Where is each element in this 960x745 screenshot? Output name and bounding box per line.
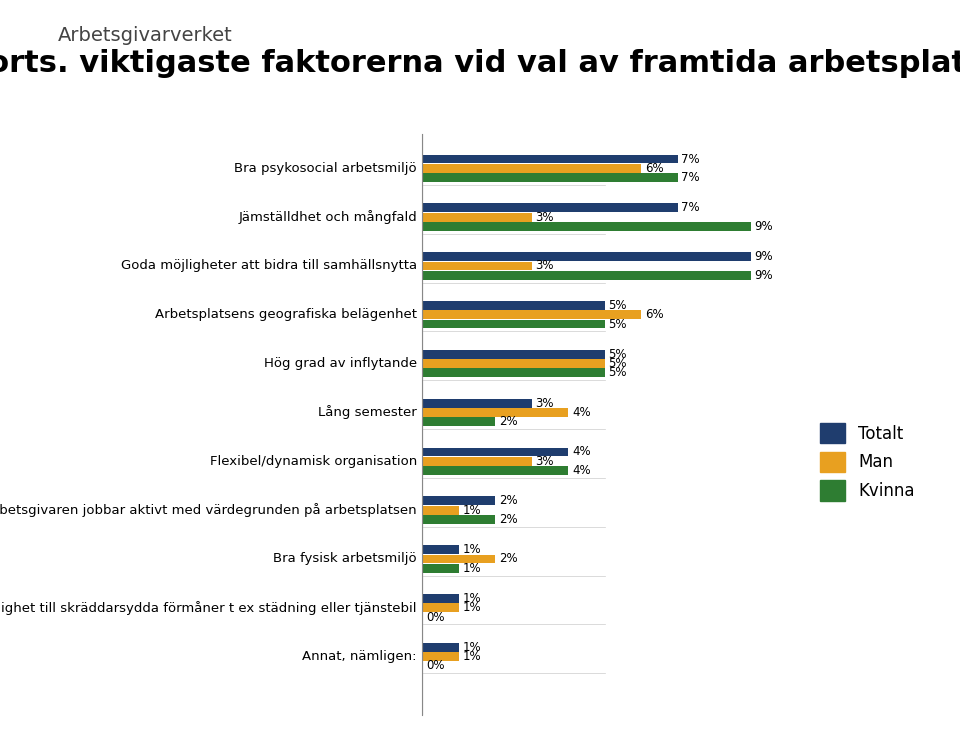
Text: Möjlighet till skräddarsydda förmåner t ex städning eller tjänstebil: Möjlighet till skräddarsydda förmåner t … (0, 600, 417, 615)
Text: 1%: 1% (463, 650, 481, 663)
Bar (422, 155, 678, 163)
Text: Flexibel/dynamisk organisation: Flexibel/dynamisk organisation (209, 454, 417, 468)
Bar (422, 222, 751, 231)
Bar (422, 369, 605, 377)
Bar (422, 496, 495, 505)
Text: 9%: 9% (755, 250, 773, 263)
Bar (422, 506, 459, 515)
Bar (422, 594, 459, 603)
Text: 7%: 7% (682, 201, 700, 215)
Text: forts. viktigaste faktorerna vid val av framtida arbetsplats: forts. viktigaste faktorerna vid val av … (0, 49, 960, 78)
Text: 5%: 5% (609, 317, 627, 331)
Bar (422, 448, 568, 457)
Bar (422, 301, 605, 310)
Text: 4%: 4% (572, 406, 590, 419)
Text: Att arbetsgivaren jobbar aktivt med värdegrunden på arbetsplatsen: Att arbetsgivaren jobbar aktivt med värd… (0, 503, 417, 517)
Text: 1%: 1% (463, 592, 481, 605)
Text: Arbetsplatsens geografiska belägenhet: Arbetsplatsens geografiska belägenhet (155, 308, 417, 321)
Text: 5%: 5% (609, 348, 627, 361)
Bar (422, 271, 751, 279)
Text: 6%: 6% (645, 308, 663, 321)
Text: Goda möjligheter att bidra till samhällsnytta: Goda möjligheter att bidra till samhälls… (121, 259, 417, 273)
Bar (422, 545, 459, 554)
Text: 3%: 3% (536, 454, 554, 468)
Bar (422, 253, 751, 261)
Text: Jämställdhet och mångfald: Jämställdhet och mångfald (238, 210, 417, 224)
Text: Arbetsgivarverket: Arbetsgivarverket (58, 26, 232, 45)
Text: 7%: 7% (682, 153, 700, 165)
Bar (422, 359, 605, 368)
Text: Hög grad av inflytande: Hög grad av inflytande (264, 357, 417, 370)
Bar (422, 173, 678, 182)
Text: 9%: 9% (755, 220, 773, 233)
Bar (422, 203, 678, 212)
Text: 2%: 2% (499, 553, 517, 565)
Text: 2%: 2% (499, 513, 517, 526)
Text: 3%: 3% (536, 396, 554, 410)
Text: 1%: 1% (463, 504, 481, 516)
Bar (422, 564, 459, 573)
Text: 9%: 9% (755, 269, 773, 282)
Bar (422, 320, 605, 329)
Text: 0%: 0% (426, 659, 444, 673)
Text: 7%: 7% (682, 171, 700, 184)
Bar (422, 652, 459, 661)
Text: Bra fysisk arbetsmiljö: Bra fysisk arbetsmiljö (274, 553, 417, 565)
Bar (422, 515, 495, 524)
Text: 4%: 4% (572, 464, 590, 477)
Bar (422, 350, 605, 359)
Text: 1%: 1% (463, 641, 481, 654)
Bar (422, 311, 641, 319)
Bar (422, 213, 532, 221)
Text: 0%: 0% (426, 611, 444, 624)
Text: 5%: 5% (609, 357, 627, 370)
Text: 1%: 1% (463, 543, 481, 557)
Bar (422, 603, 459, 612)
Bar (422, 261, 532, 270)
Bar (422, 643, 459, 652)
Text: 6%: 6% (645, 162, 663, 175)
Text: 3%: 3% (536, 211, 554, 224)
Text: 1%: 1% (463, 601, 481, 615)
Legend: Totalt, Man, Kvinna: Totalt, Man, Kvinna (811, 415, 923, 509)
Bar (422, 399, 532, 408)
Bar (422, 554, 495, 563)
Text: 1%: 1% (463, 562, 481, 574)
Text: Lång semester: Lång semester (318, 405, 417, 419)
Bar (422, 417, 495, 426)
Bar (422, 408, 568, 417)
Bar (422, 466, 568, 475)
Text: 5%: 5% (609, 367, 627, 379)
Text: 4%: 4% (572, 446, 590, 458)
Text: 3%: 3% (536, 259, 554, 273)
Text: Bra psykosocial arbetsmiljö: Bra psykosocial arbetsmiljö (234, 162, 417, 175)
Text: 5%: 5% (609, 299, 627, 312)
Bar (422, 164, 641, 173)
Text: Annat, nämligen:: Annat, nämligen: (302, 650, 417, 663)
Text: 2%: 2% (499, 415, 517, 428)
Text: 2%: 2% (499, 495, 517, 507)
Bar (422, 457, 532, 466)
